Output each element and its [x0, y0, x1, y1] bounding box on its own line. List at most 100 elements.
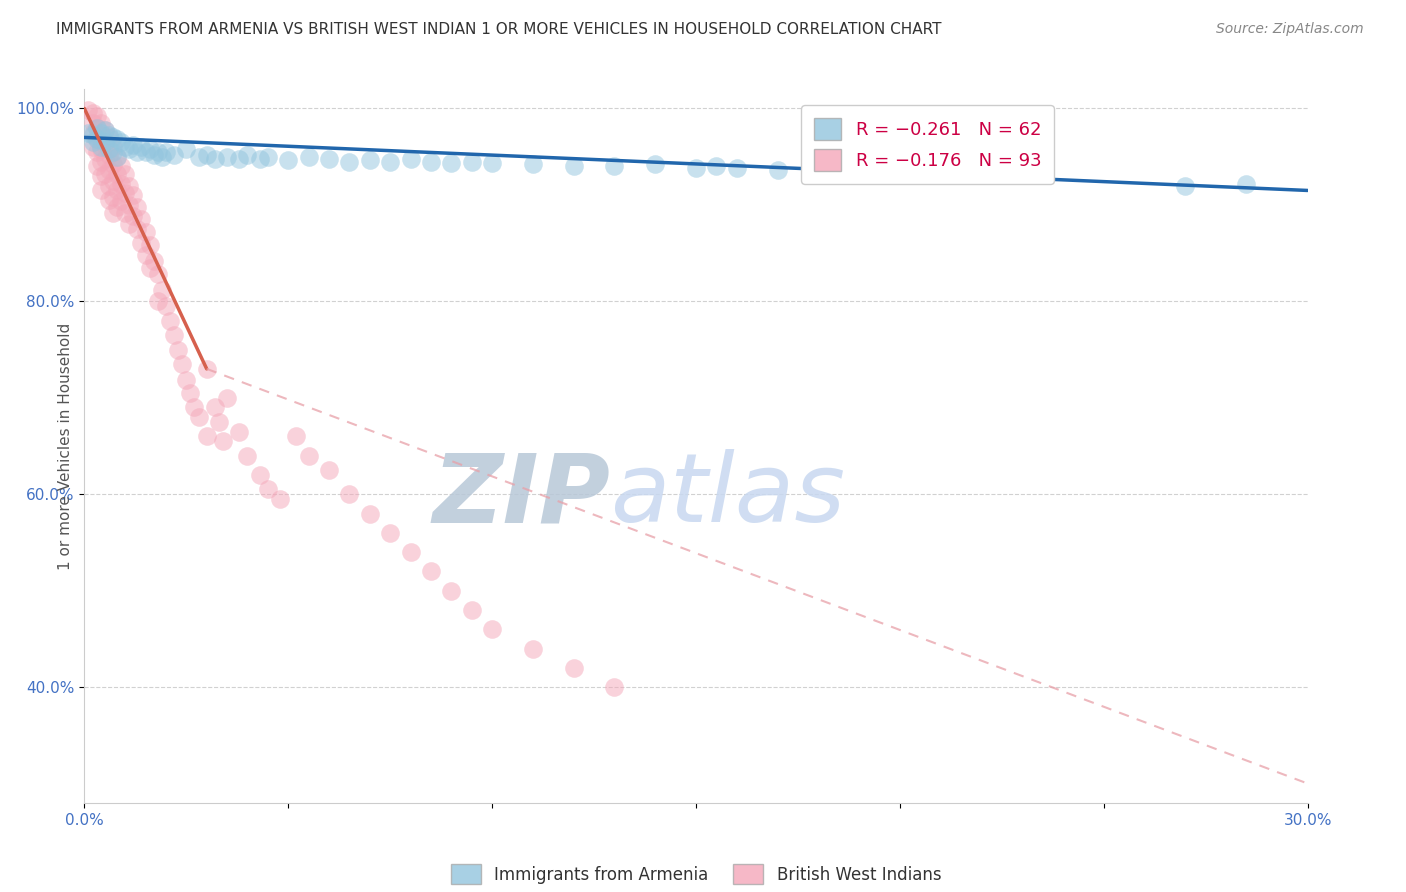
Point	[118, 178, 141, 193]
Point	[101, 190, 124, 204]
Point	[135, 225, 157, 239]
Point	[318, 463, 340, 477]
Point	[236, 449, 259, 463]
Point	[101, 140, 124, 154]
Point	[179, 386, 201, 401]
Point	[135, 145, 157, 159]
Point	[236, 148, 259, 162]
Point	[131, 212, 153, 227]
Point	[127, 145, 149, 159]
Point	[114, 167, 136, 181]
Point	[195, 429, 218, 443]
Point	[359, 507, 381, 521]
Point	[122, 138, 145, 153]
Point	[204, 152, 226, 166]
Point	[142, 148, 165, 162]
Point	[440, 156, 463, 170]
Y-axis label: 1 or more Vehicles in Household: 1 or more Vehicles in Household	[58, 322, 73, 570]
Point	[86, 120, 108, 135]
Point	[195, 362, 218, 376]
Point	[93, 138, 115, 153]
Point	[217, 391, 239, 405]
Point	[481, 622, 503, 636]
Point	[97, 163, 120, 178]
Point	[114, 205, 136, 219]
Point	[114, 140, 136, 154]
Point	[101, 130, 124, 145]
Point	[146, 268, 169, 282]
Point	[174, 373, 197, 387]
Point	[150, 150, 173, 164]
Point	[212, 434, 235, 449]
Point	[86, 132, 108, 146]
Point	[146, 294, 169, 309]
Point	[217, 150, 239, 164]
Point	[86, 120, 108, 135]
Point	[105, 150, 128, 164]
Point	[82, 106, 104, 120]
Point	[93, 167, 115, 181]
Point	[101, 205, 124, 219]
Point	[228, 152, 250, 166]
Point	[142, 253, 165, 268]
Point	[118, 217, 141, 231]
Point	[187, 150, 209, 164]
Point	[93, 122, 115, 136]
Point	[105, 167, 128, 181]
Point	[127, 200, 149, 214]
Point	[114, 186, 136, 201]
Point	[86, 132, 108, 146]
Point	[249, 152, 271, 166]
Point	[101, 145, 124, 159]
Point	[82, 126, 104, 140]
Point	[172, 357, 194, 371]
Point	[163, 328, 186, 343]
Point	[848, 164, 870, 178]
Text: Source: ZipAtlas.com: Source: ZipAtlas.com	[1216, 22, 1364, 37]
Point	[86, 109, 108, 123]
Point	[174, 142, 197, 156]
Point	[131, 140, 153, 154]
Point	[90, 126, 112, 140]
Point	[97, 130, 120, 145]
Point	[90, 154, 112, 169]
Point	[90, 140, 112, 154]
Point	[97, 128, 120, 143]
Text: atlas: atlas	[610, 450, 845, 542]
Point	[420, 565, 443, 579]
Point	[163, 148, 186, 162]
Point	[97, 193, 120, 207]
Point	[127, 222, 149, 236]
Point	[138, 142, 160, 156]
Point	[249, 467, 271, 482]
Point	[86, 145, 108, 159]
Point	[380, 525, 402, 540]
Point	[399, 545, 422, 559]
Point	[685, 161, 707, 176]
Point	[122, 188, 145, 202]
Point	[122, 210, 145, 224]
Point	[82, 128, 104, 143]
Point	[440, 583, 463, 598]
Point	[135, 248, 157, 262]
Point	[187, 410, 209, 425]
Point	[105, 200, 128, 214]
Point	[146, 145, 169, 159]
Point	[208, 415, 231, 429]
Point	[562, 661, 585, 675]
Point	[93, 152, 115, 166]
Point	[105, 132, 128, 146]
Point	[97, 142, 120, 156]
Point	[298, 449, 321, 463]
Point	[644, 157, 666, 171]
Point	[706, 159, 728, 173]
Point	[285, 429, 308, 443]
Point	[101, 174, 124, 188]
Point	[97, 178, 120, 193]
Point	[380, 154, 402, 169]
Point	[90, 116, 112, 130]
Point	[461, 603, 484, 617]
Point	[118, 198, 141, 212]
Point	[82, 135, 104, 149]
Point	[807, 161, 830, 176]
